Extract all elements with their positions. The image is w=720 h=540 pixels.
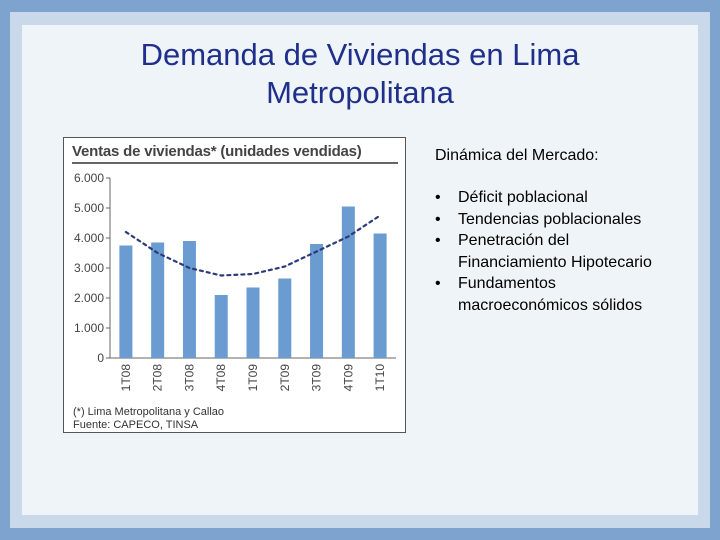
- bar-2T09: [278, 278, 292, 358]
- chart-panel: Ventas de viviendas* (unidades vendidas)…: [63, 137, 406, 433]
- x-tick-label: 1T10: [373, 364, 387, 392]
- bar-3T09: [310, 244, 324, 358]
- trend-line: [124, 214, 382, 277]
- panel-heading: Dinámica del Mercado:: [435, 147, 599, 164]
- bar-4T08: [214, 295, 228, 358]
- y-tick-label: 0: [97, 351, 104, 365]
- chart-footnote: (*) Lima Metropolitana y Callao: [73, 406, 225, 418]
- market-dynamics-panel: Dinámica del Mercado: Déficit poblaciona…: [435, 147, 678, 316]
- bar-4T09: [341, 206, 355, 358]
- bullet-item: Tendencias poblacionales: [435, 209, 678, 231]
- slide-title: Demanda de Viviendas en Lima Metropolita…: [0, 36, 720, 112]
- bullet-item: Déficit poblacional: [435, 187, 678, 209]
- x-tick-label: 2T09: [278, 364, 292, 392]
- bar-1T08: [119, 245, 133, 358]
- y-tick-label: 2.000: [74, 291, 104, 305]
- x-tick-label: 3T09: [310, 364, 324, 392]
- bar-2T08: [151, 242, 165, 358]
- x-tick-label: 4T08: [214, 364, 228, 392]
- x-tick-label: 1T08: [119, 364, 133, 392]
- y-tick-label: 4.000: [74, 231, 104, 245]
- x-tick-label: 4T09: [341, 364, 355, 392]
- y-tick-label: 3.000: [74, 261, 104, 275]
- y-tick-label: 1.000: [74, 321, 104, 335]
- bullet-list: Déficit poblacional Tendencias poblacion…: [435, 187, 678, 316]
- title-line-2: Metropolitana: [266, 75, 454, 110]
- bar-3T08: [182, 241, 196, 358]
- chart-source: Fuente: CAPECO, TINSA: [73, 419, 199, 431]
- x-tick-label: 2T08: [151, 364, 165, 392]
- sales-bar-chart: 0 1.000 2.000 3.000 4.000 5.000 6.000 1T08 2T08 3…: [74, 171, 396, 392]
- bar-1T10: [373, 233, 387, 358]
- y-tick-label: 6.000: [74, 171, 104, 185]
- x-tick-label: 1T09: [246, 364, 260, 392]
- bar-1T09: [246, 287, 260, 358]
- title-line-1: Demanda de Viviendas en Lima: [140, 37, 580, 72]
- bullet-item: Penetración del Financiamiento Hipotecar…: [435, 230, 678, 273]
- x-tick-label: 3T08: [182, 364, 196, 392]
- bullet-item: Fundamentos macroeconómicos sólidos: [435, 273, 678, 316]
- y-tick-label: 5.000: [74, 201, 104, 215]
- chart-title: Ventas de viviendas* (unidades vendidas): [72, 143, 398, 164]
